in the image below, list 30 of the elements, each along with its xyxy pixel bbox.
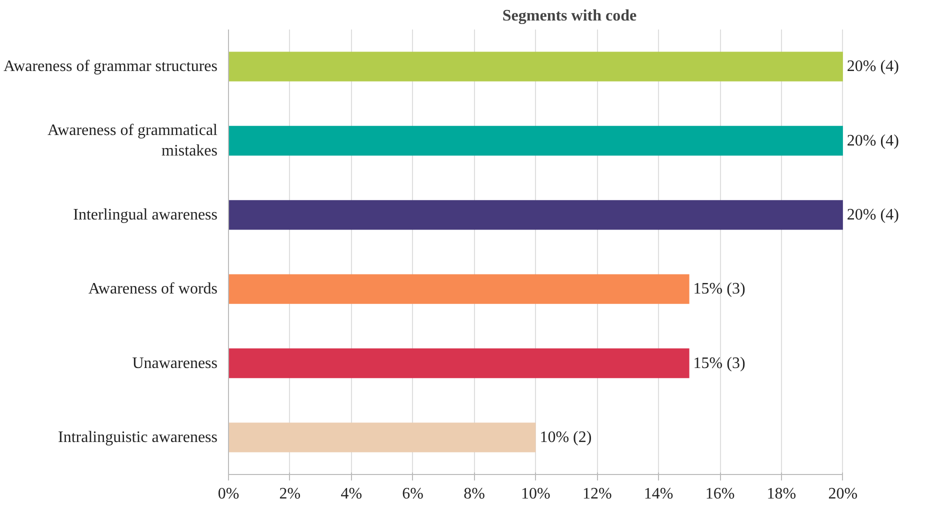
bar — [228, 200, 843, 230]
x-tick-label: 0% — [218, 486, 240, 502]
x-tick-label: 6% — [402, 486, 424, 502]
data-label: 15% (3) — [693, 280, 746, 298]
data-label: 20% (4) — [846, 206, 899, 224]
y-tick-label: Awareness of words — [88, 280, 218, 298]
y-tick-label: Unawareness — [132, 354, 218, 372]
x-tick-label: 4% — [340, 486, 362, 502]
y-tick-label: Awareness of grammatical mistakes — [47, 122, 218, 160]
y-tick-label: Awareness of grammar structures — [3, 58, 218, 76]
bar — [228, 348, 690, 378]
data-label: 10% (2) — [540, 428, 592, 446]
x-tick-label: 20% — [828, 486, 858, 502]
bar — [228, 274, 690, 304]
data-label: 20% (4) — [846, 132, 899, 150]
x-tick-label: 12% — [582, 486, 612, 502]
bar — [228, 126, 843, 156]
data-label: 20% (4) — [846, 58, 899, 76]
x-tick-label: 18% — [766, 486, 796, 502]
x-tick-label: 10% — [521, 486, 550, 502]
y-tick-label: Interlingual awareness — [73, 206, 218, 224]
x-tick-label: 16% — [705, 486, 735, 502]
chart-title: Segments with code — [502, 8, 637, 24]
bar — [228, 52, 843, 82]
x-tick-label: 2% — [279, 486, 301, 502]
x-tick-label: 8% — [464, 486, 485, 502]
x-tick-label: 14% — [644, 486, 674, 502]
y-tick-label: Intralinguistic awareness — [58, 428, 218, 446]
bar — [228, 422, 536, 452]
data-label: 15% (3) — [693, 354, 746, 372]
